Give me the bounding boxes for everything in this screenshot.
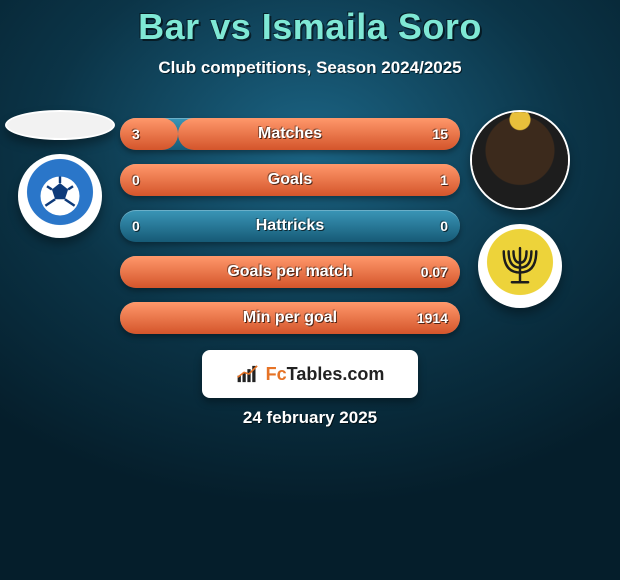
stat-row: Goals per match 0.07 xyxy=(120,256,460,288)
right-value: 1914 xyxy=(417,310,448,326)
columns: 3 Matches 15 0 Goals 1 0 Hattricks 0 xyxy=(0,110,620,334)
comparison-card: Bar vs Ismaila Soro Club competitions, S… xyxy=(0,0,620,580)
left-value: 0 xyxy=(132,172,140,188)
stat-label: Hattricks xyxy=(256,217,324,235)
bar-chart-icon xyxy=(236,363,262,385)
left-player-column xyxy=(0,110,120,238)
soccer-ball-icon xyxy=(34,170,86,222)
stat-row: 0 Goals 1 xyxy=(120,164,460,196)
stat-label: Min per goal xyxy=(243,309,337,327)
brand-text: FcTables.com xyxy=(266,364,385,385)
menorah-icon xyxy=(494,240,546,292)
right-value: 15 xyxy=(432,126,448,142)
right-value: 0.07 xyxy=(421,264,448,280)
stat-bars: 3 Matches 15 0 Goals 1 0 Hattricks 0 xyxy=(120,110,460,334)
stat-row: 3 Matches 15 xyxy=(120,118,460,150)
stat-row: Min per goal 1914 xyxy=(120,302,460,334)
left-segment xyxy=(120,118,178,150)
page-subtitle: Club competitions, Season 2024/2025 xyxy=(158,58,461,78)
left-player-avatar xyxy=(5,110,115,140)
brand-suffix: Tables.com xyxy=(287,364,385,384)
right-value: 0 xyxy=(440,218,448,234)
stat-label: Matches xyxy=(258,125,322,143)
right-club-badge xyxy=(478,224,562,308)
avatar-face-placeholder xyxy=(472,112,568,208)
right-player-avatar xyxy=(470,110,570,210)
right-player-column xyxy=(460,110,580,308)
brand-badge[interactable]: FcTables.com xyxy=(202,350,418,398)
date-label: 24 february 2025 xyxy=(243,408,377,428)
left-club-badge xyxy=(18,154,102,238)
stat-row: 0 Hattricks 0 xyxy=(120,210,460,242)
stat-label: Goals xyxy=(268,171,312,189)
page-title: Bar vs Ismaila Soro xyxy=(138,6,482,48)
left-value: 0 xyxy=(132,218,140,234)
left-value: 3 xyxy=(132,126,140,142)
right-value: 1 xyxy=(440,172,448,188)
brand-prefix: Fc xyxy=(266,364,287,384)
stat-label: Goals per match xyxy=(227,263,352,281)
